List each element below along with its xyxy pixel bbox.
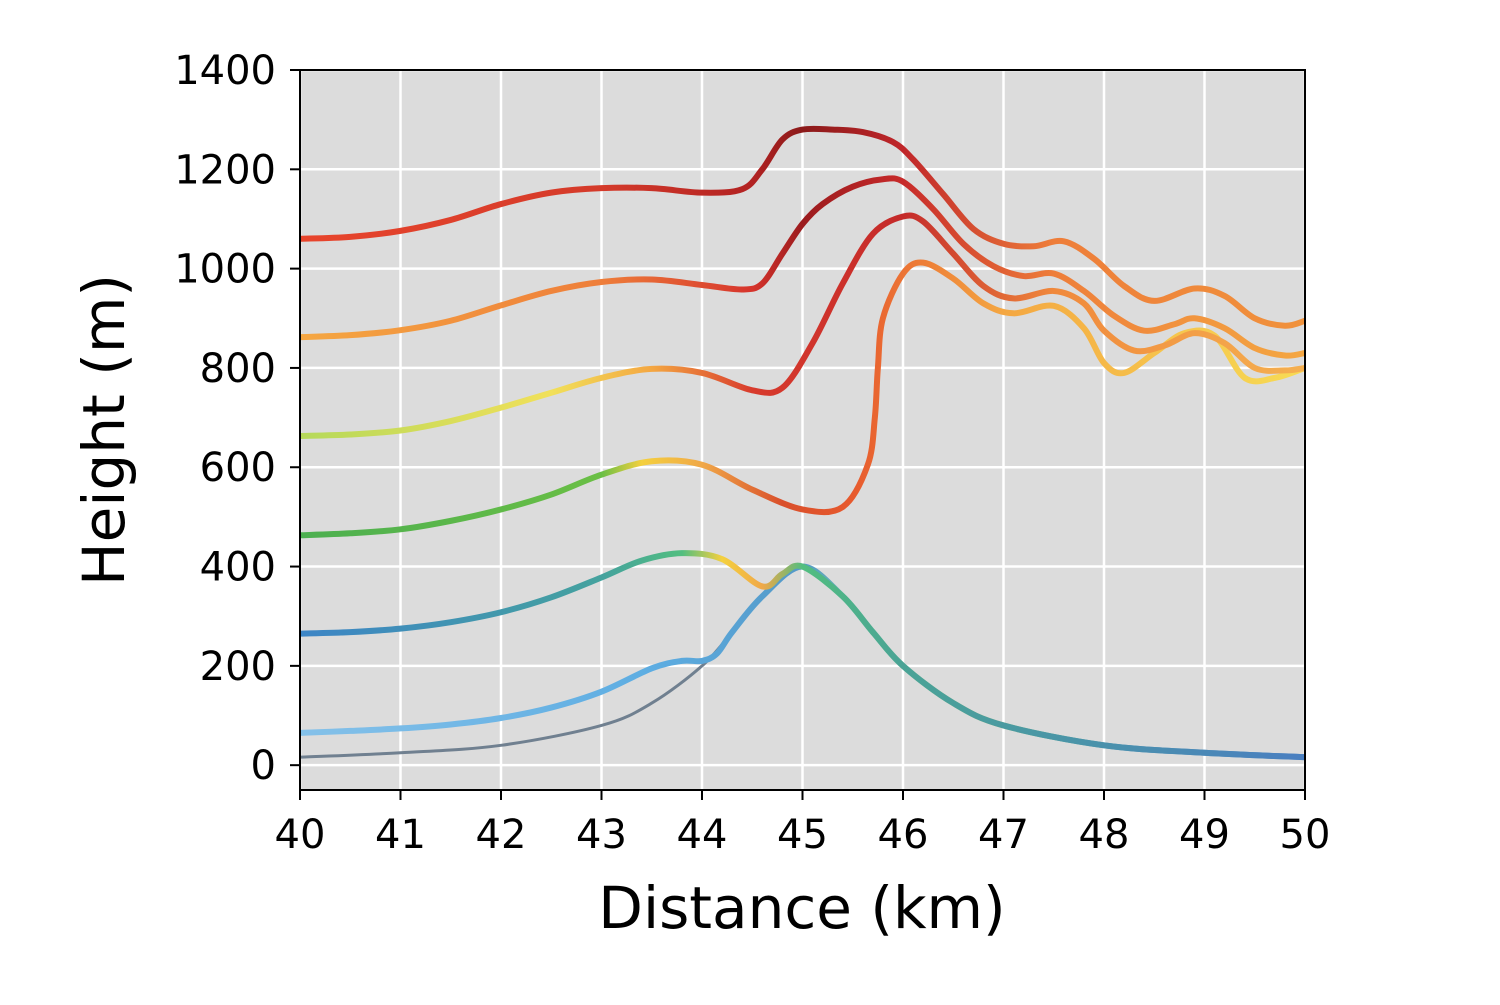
x-tick-label: 41 [375,812,426,858]
y-tick-label: 600 [200,445,276,491]
series-line-3 [300,259,1305,539]
y-tick-label: 200 [200,644,276,690]
x-tick-label: 50 [1280,812,1331,858]
x-tick-label: 47 [978,812,1029,858]
y-tick-label: 1400 [174,48,276,94]
x-tick-label: 49 [1179,812,1230,858]
axis-ticks: 40 41 42 43 44 45 46 47 48 49 50 0 200 400 600 800 1000 1… [174,48,1330,858]
x-axis-label: Distance (km) [598,874,1005,942]
series-line-4 [300,212,1305,439]
y-tick-label: 400 [200,545,276,591]
x-tick-label: 40 [275,812,326,858]
x-tick-label: 43 [576,812,627,858]
x-tick-label: 46 [878,812,929,858]
series-line-5 [300,175,1305,359]
series-line-2 [300,550,1305,761]
x-tick-label: 42 [476,812,527,858]
y-tick-label: 800 [200,346,276,392]
y-tick-label: 0 [251,743,276,789]
x-tick-label: 44 [677,812,728,858]
x-tick-label: 48 [1079,812,1130,858]
y-tick-label: 1000 [174,247,276,293]
x-tick-label: 45 [777,812,828,858]
series-line-6 [300,125,1305,329]
y-tick-label: 1200 [174,147,276,193]
y-axis-label: Height (m) [70,274,138,586]
series-lines [300,125,1305,761]
